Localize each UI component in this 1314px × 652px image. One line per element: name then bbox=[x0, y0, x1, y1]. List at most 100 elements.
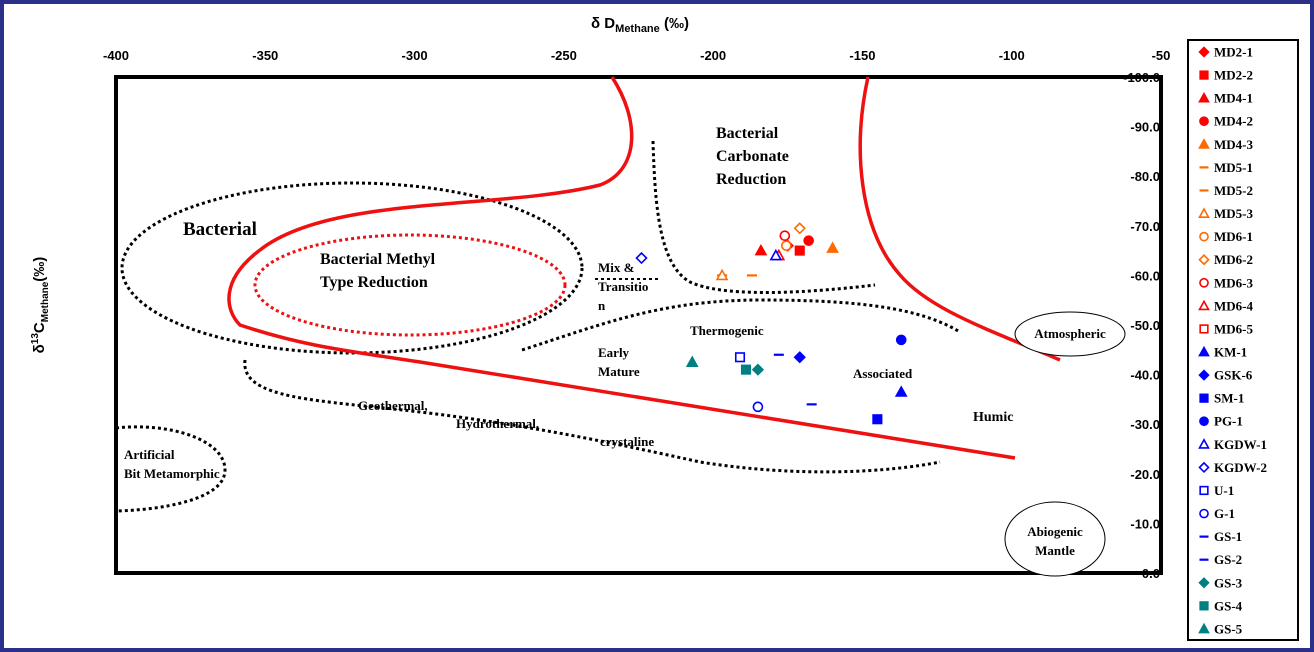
x-tick-label: -150 bbox=[849, 48, 875, 63]
data-point-u-1 bbox=[734, 352, 746, 363]
label-mix-line3: n bbox=[598, 298, 606, 313]
y-tick-label: -50.0 bbox=[1130, 318, 1160, 333]
x-axis-title: δ DMethane (‰) bbox=[591, 15, 689, 35]
legend-marker-sm-1 bbox=[1199, 393, 1209, 403]
data-point-pg-1 bbox=[895, 334, 907, 346]
y-tick-labels: -100.0 -90.0 -80.0 -70.0 -60.0 -50.0 -40.0 -30.… bbox=[1123, 70, 1160, 581]
label-carbonate-line2: Carbonate bbox=[716, 148, 789, 165]
legend-marker-md2-2 bbox=[1199, 70, 1209, 80]
legend-label: MD4-1 bbox=[1214, 91, 1253, 106]
label-mix-line1: Mix & bbox=[598, 260, 635, 275]
legend-marker-u-1 bbox=[1199, 485, 1209, 496]
legend-marker-md6-2 bbox=[1198, 254, 1210, 266]
label-mix-line2: Transitio bbox=[598, 279, 648, 294]
legend-marker-g-1 bbox=[1199, 508, 1209, 519]
atmospheric-field bbox=[1014, 311, 1126, 357]
label-artificial-line1: Artificial bbox=[124, 447, 175, 462]
legend-box bbox=[1187, 39, 1299, 641]
legend-marker-gs-4 bbox=[1199, 601, 1209, 611]
legend-label: GS-2 bbox=[1214, 552, 1242, 567]
label-methyl-line1: Bacterial Methyl bbox=[320, 251, 436, 268]
carbonate-red-boundary bbox=[858, 76, 1061, 362]
label-abiogenic-line2: Mantle bbox=[1035, 543, 1075, 558]
data-point-gsk-6 bbox=[793, 351, 806, 364]
legend-label: MD6-5 bbox=[1214, 321, 1253, 336]
legend-label: MD6-1 bbox=[1214, 229, 1253, 244]
data-point-md6-3 bbox=[779, 230, 791, 242]
x-tick-label: -50 bbox=[1152, 48, 1171, 63]
x-tick-label: -250 bbox=[551, 48, 577, 63]
data-points bbox=[635, 222, 908, 425]
legend-label: MD4-2 bbox=[1214, 114, 1253, 129]
legend-marker-km-1 bbox=[1198, 345, 1210, 357]
legend-marker-pg-1 bbox=[1199, 416, 1209, 427]
label-early-line2: Mature bbox=[598, 364, 640, 379]
data-point-md5-3 bbox=[715, 268, 729, 281]
y-axis-title: δ13CMethane(‰) bbox=[30, 257, 51, 354]
plot-area bbox=[114, 75, 1163, 575]
legend-label: GS-4 bbox=[1214, 598, 1243, 613]
legend-marker-md6-5 bbox=[1199, 324, 1209, 334]
data-point-g-1 bbox=[752, 401, 764, 413]
legend-label: GSK-6 bbox=[1214, 368, 1253, 383]
label-artificial-line2: Bit Metamorphic bbox=[124, 466, 220, 481]
legend-marker-md6-3 bbox=[1199, 277, 1209, 288]
legend-marker-gsk-6 bbox=[1198, 369, 1210, 381]
abiogenic-mantle-field bbox=[1004, 501, 1106, 577]
legend-marker-md4-3 bbox=[1198, 138, 1210, 149]
label-humic: Humic bbox=[973, 410, 1013, 425]
bacterial-field-boundary bbox=[120, 181, 584, 355]
data-point-sm-1 bbox=[872, 414, 883, 425]
data-point-kgdw-2 bbox=[635, 251, 648, 265]
label-thermogenic: Thermogenic bbox=[690, 323, 764, 338]
data-point-md4-1 bbox=[754, 243, 768, 256]
legend-marker-md4-1 bbox=[1198, 92, 1210, 103]
x-tick-labels: -400 -350 -300 -250 -200 -150 -100 -50 bbox=[103, 48, 1170, 63]
y-tick-label: -70.0 bbox=[1130, 219, 1160, 234]
legend-marker-md6-1 bbox=[1199, 231, 1209, 242]
legend-label: KGDW-1 bbox=[1214, 437, 1267, 452]
label-carbonate-line1: Bacterial bbox=[716, 125, 779, 142]
y-tick-label: -80.0 bbox=[1130, 169, 1160, 184]
data-point-md2-2 bbox=[794, 245, 805, 256]
region-labels: Bacterial Bacterial Methyl Type Reductio… bbox=[124, 125, 1106, 558]
data-point-md4-2 bbox=[803, 235, 814, 246]
legend-label: KGDW-2 bbox=[1214, 460, 1267, 475]
label-geo-line2: Hydrothermal, bbox=[456, 416, 539, 431]
legend-label: U-1 bbox=[1214, 483, 1234, 498]
label-early-line1: Early bbox=[598, 345, 630, 360]
data-point-md6-1 bbox=[780, 240, 792, 251]
mix-transition-boundary bbox=[651, 140, 876, 294]
y-tick-label: -100.0 bbox=[1123, 70, 1160, 85]
y-tick-label: 0.0 bbox=[1142, 566, 1160, 581]
legend-label: MD6-3 bbox=[1214, 275, 1253, 290]
artificial-field-boundary bbox=[115, 425, 227, 513]
data-point-md6-2 bbox=[793, 222, 806, 235]
legend-marker-md6-4 bbox=[1198, 299, 1210, 311]
legend-marker-md5-3 bbox=[1198, 207, 1210, 218]
label-associated: Associated bbox=[853, 366, 913, 381]
label-bacterial: Bacterial bbox=[183, 219, 257, 240]
legend: MD2-1 MD2-2 MD4-1 MD4-2 MD4-3 MD5-1 MD5-2 MD5-3… bbox=[1198, 45, 1267, 636]
bacterial-red-boundary bbox=[227, 76, 1016, 460]
label-atmospheric: Atmospheric bbox=[1034, 326, 1106, 341]
legend-label: SM-1 bbox=[1214, 391, 1244, 406]
data-point-kgdw-1 bbox=[769, 248, 783, 261]
legend-label: GS-3 bbox=[1214, 575, 1243, 590]
y-tick-label: -90.0 bbox=[1130, 120, 1160, 135]
legend-label: MD2-1 bbox=[1214, 45, 1253, 60]
classification-fields bbox=[115, 76, 1126, 577]
data-point-gs-3 bbox=[751, 363, 765, 376]
legend-marker-gs-3 bbox=[1198, 577, 1210, 589]
label-geo-line3: crystaline bbox=[600, 434, 654, 449]
label-methyl-line2: Type Reduction bbox=[320, 274, 428, 291]
x-tick-label: -400 bbox=[103, 48, 129, 63]
legend-label: MD5-3 bbox=[1214, 206, 1253, 221]
legend-marker-kgdw-2 bbox=[1198, 461, 1210, 474]
legend-label: MD5-1 bbox=[1214, 160, 1253, 175]
label-geo-line1: Geothermal, bbox=[358, 398, 428, 413]
legend-marker-gs-5 bbox=[1198, 622, 1210, 634]
legend-marker-md4-2 bbox=[1199, 116, 1209, 127]
y-tick-label: -40.0 bbox=[1130, 368, 1160, 383]
